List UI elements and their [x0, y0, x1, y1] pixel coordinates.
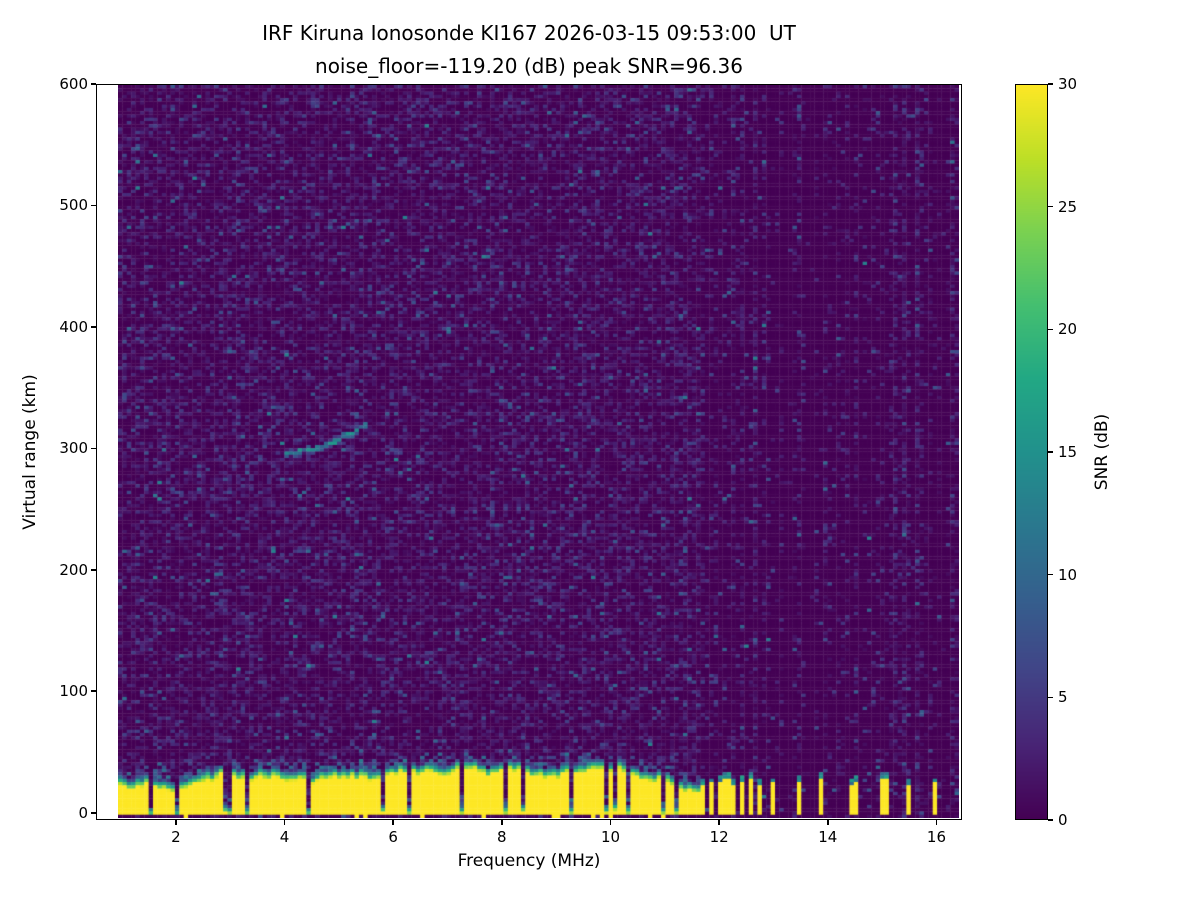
x-tick-mark [609, 820, 612, 825]
y-tick-label: 300 [59, 439, 88, 458]
colorbar-tick-mark [1048, 573, 1053, 576]
chart-subtitle: noise_floor=-119.20 (dB) peak SNR=96.36 [315, 54, 743, 78]
y-tick-label: 600 [59, 74, 88, 93]
x-tick-label: 12 [709, 828, 729, 846]
colorbar-tick-label: 25 [1058, 197, 1078, 216]
x-tick-mark [501, 820, 503, 825]
y-tick-mark [91, 447, 96, 450]
y-tick-mark [91, 811, 96, 814]
y-tick-label: 500 [59, 196, 88, 215]
colorbar-tick-mark [1048, 819, 1053, 821]
y-tick-mark [91, 690, 96, 693]
colorbar-tick-label: 20 [1058, 320, 1078, 339]
colorbar-gradient [1016, 85, 1047, 819]
y-tick-label: 400 [59, 317, 88, 336]
x-tick-label: 6 [388, 828, 398, 846]
x-tick-mark [827, 820, 829, 825]
colorbar-tick-label: 5 [1058, 688, 1068, 707]
y-tick-mark [91, 569, 96, 571]
y-tick-label: 100 [59, 682, 88, 700]
x-tick-mark [718, 820, 720, 825]
colorbar-tick-mark [1048, 83, 1053, 85]
colorbar-tick-label: 0 [1058, 810, 1068, 829]
colorbar-label: SNR (dB) [1092, 413, 1112, 491]
y-tick-label: 200 [59, 560, 88, 579]
x-axis-label: Frequency (MHz) [457, 851, 601, 871]
x-tick-mark [935, 820, 938, 825]
colorbar-tick-mark [1048, 205, 1053, 208]
x-tick-label: 2 [171, 828, 181, 846]
x-tick-label: 16 [926, 828, 946, 846]
colorbar-tick-mark [1048, 451, 1053, 453]
y-tick-mark [91, 204, 96, 207]
ionogram-heatmap [118, 85, 959, 818]
y-tick-label: 0 [78, 803, 88, 822]
y-tick-mark [91, 83, 96, 85]
colorbar [1015, 84, 1048, 820]
colorbar-tick-label: 10 [1058, 565, 1078, 584]
colorbar-tick-label: 15 [1058, 442, 1078, 461]
colorbar-tick-mark [1048, 328, 1053, 331]
y-tick-mark [91, 326, 96, 328]
x-tick-label: 10 [600, 828, 621, 846]
x-tick-mark [392, 820, 394, 825]
x-tick-mark [283, 820, 286, 825]
x-tick-label: 14 [818, 828, 838, 846]
colorbar-tick-label: 30 [1058, 74, 1078, 93]
x-tick-label: 4 [279, 828, 290, 846]
x-tick-label: 8 [497, 828, 507, 846]
colorbar-tick-mark [1048, 696, 1053, 699]
chart-title: IRF Kiruna Ionosonde KI167 2026-03-15 09… [262, 21, 796, 45]
x-tick-mark [175, 820, 177, 825]
